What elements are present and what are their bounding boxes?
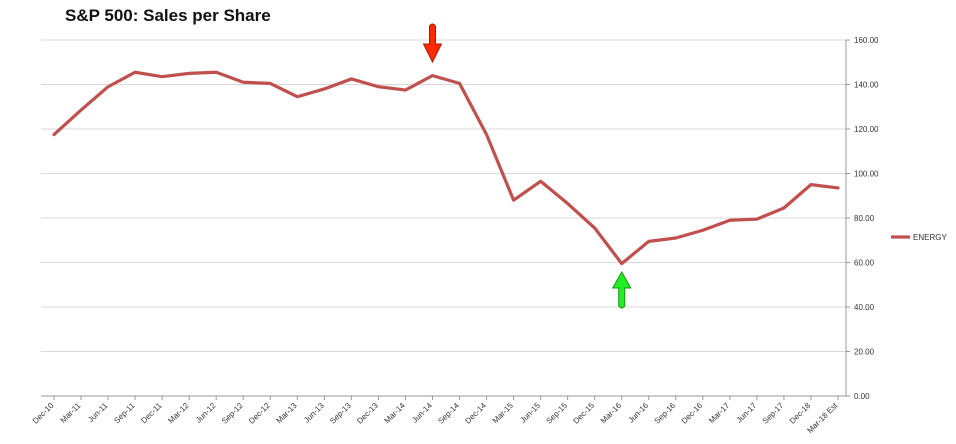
x-tick-label: Sep-15 [544,401,569,426]
green-up-arrow-icon [611,270,632,309]
y-tick-label: 40.00 [854,303,875,312]
x-tick-label: Sep-17 [761,401,786,426]
x-tick-label: Dec-16 [680,401,705,426]
x-tick-label: Sep-16 [653,401,678,426]
y-tick-label: 80.00 [854,214,875,223]
x-tick-label: Jun-16 [627,401,651,425]
x-tick-label: Mar-15 [491,401,516,426]
x-tick-label: Dec-11 [139,401,164,426]
x-tick-label: Dec-18 [788,401,813,426]
x-tick-label: Jun-15 [518,401,542,425]
x-tick-label: Dec-10 [31,401,56,426]
red-down-arrow-icon [422,23,443,64]
y-tick-label: 60.00 [854,259,875,268]
x-tick-label: Mar-11 [59,401,83,425]
legend-label: ENERGY [913,233,947,242]
chart-title: S&P 500: Sales per Share [65,6,271,25]
y-tick-label: 160.00 [854,36,879,45]
x-tick-label: Dec-14 [463,401,488,426]
x-tick-label: Jun-17 [735,401,759,425]
x-tick-label: Mar-13 [274,401,299,426]
y-tick-label: 0.00 [854,392,870,401]
x-tick-label: Jun-11 [86,401,110,425]
x-tick-label: Jun-14 [410,401,434,425]
x-tick-label: Mar-17 [707,401,732,426]
x-tick-label: Sep-14 [436,401,461,426]
x-tick-label: Dec-13 [355,401,380,426]
x-tick-label: Sep-12 [220,401,245,426]
series-line-energy [52,70,840,266]
x-tick-label: Dec-15 [571,401,596,426]
x-tick-label: Sep-11 [112,401,137,426]
y-tick-label: 20.00 [854,348,875,357]
y-tick-label: 120.00 [854,125,879,134]
x-tick-label: Mar-12 [166,401,191,426]
x-tick-label: Sep-13 [328,401,353,426]
x-tick-label: Jun-13 [302,401,326,425]
y-tick-label: 140.00 [854,81,879,90]
x-tick-label: Jun-12 [194,401,218,425]
x-tick-label: Mar-14 [383,401,408,426]
y-tick-label: 100.00 [854,170,879,179]
x-tick-label: Dec-12 [247,401,272,426]
x-tick-label: Mar-16 [599,401,624,426]
